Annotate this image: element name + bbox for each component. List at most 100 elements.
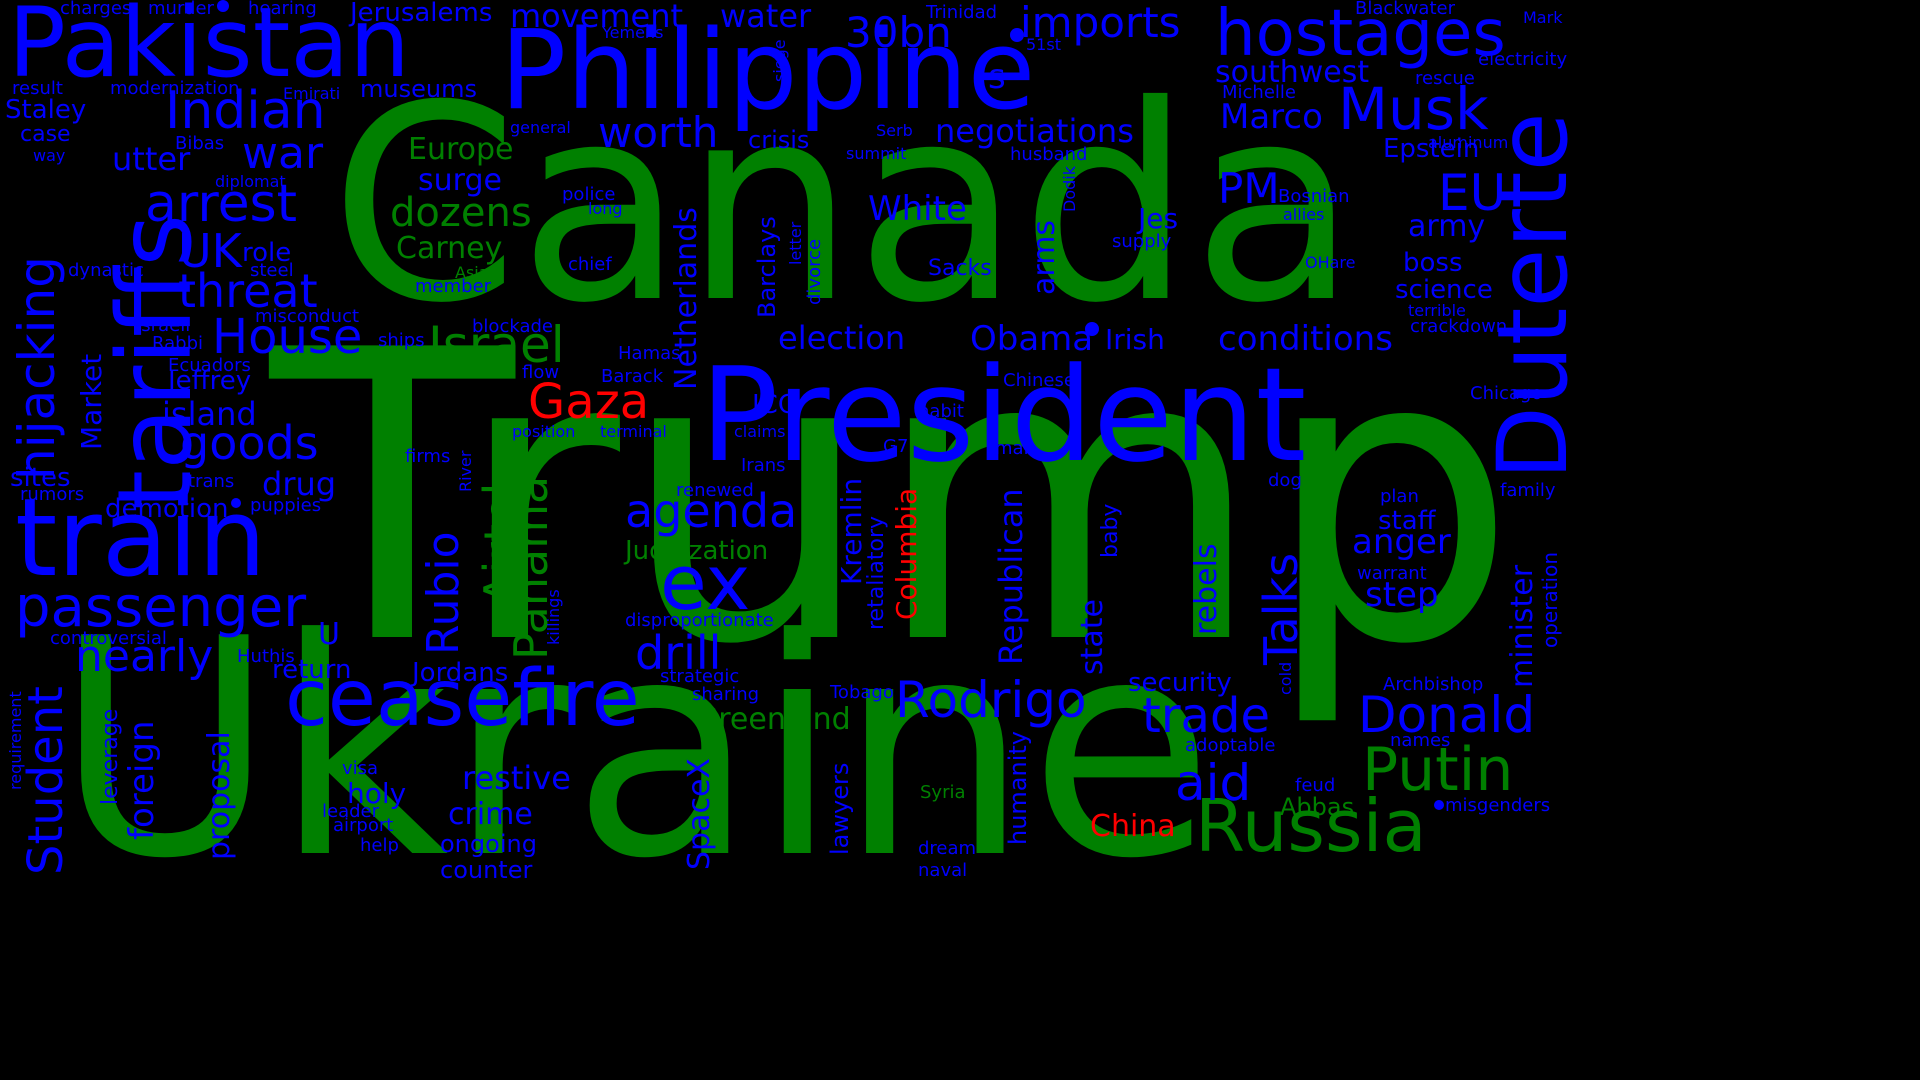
word-eu: EU xyxy=(1438,164,1507,222)
word-irans: Irans xyxy=(741,455,786,476)
word-disproportionate: disproportionate xyxy=(625,610,774,631)
dot-mark-4 xyxy=(217,0,229,12)
word-nearly: nearly xyxy=(75,631,214,682)
dot-mark-5 xyxy=(1434,800,1444,810)
word-misgenders: misgenders xyxy=(1445,795,1551,816)
word-habit: habit xyxy=(918,401,964,422)
word-crisis: crisis xyxy=(748,126,810,154)
word-greenland: Greenland xyxy=(695,702,851,737)
word-holy: holy xyxy=(347,777,407,810)
word-siege: siege xyxy=(770,39,789,82)
word-kremlin: Kremlin xyxy=(835,477,868,585)
word-baby: baby xyxy=(1098,503,1123,558)
word-long: long xyxy=(588,199,623,218)
word-man: man xyxy=(995,438,1035,459)
word-humanity: humanity xyxy=(1004,731,1032,845)
word-minister: minister xyxy=(1505,564,1540,688)
word-husband: husband xyxy=(1010,144,1088,165)
word-jeffrey: Jeffrey xyxy=(168,366,252,396)
word-visa: visa xyxy=(342,758,379,779)
word-river: River xyxy=(456,450,475,492)
word-student: Student xyxy=(18,686,74,875)
word-hijacking: hijacking xyxy=(8,256,66,480)
word-way: way xyxy=(33,146,66,165)
word-jes: Jes xyxy=(1138,202,1179,235)
word-house: House xyxy=(212,309,363,365)
word-member: member xyxy=(415,276,492,297)
word-role: role xyxy=(242,238,292,268)
word-names: names xyxy=(1390,730,1451,751)
word-security: security xyxy=(1128,668,1232,698)
word-gaza: Gaza xyxy=(528,374,650,430)
word-puppies: puppies xyxy=(250,495,322,516)
word-marco: Marco xyxy=(1220,97,1323,137)
word-crime: crime xyxy=(448,797,533,832)
word-modernization: modernization xyxy=(110,78,240,99)
word-blackwater: Blackwater xyxy=(1355,0,1455,19)
word-adoptable: adoptable xyxy=(1185,735,1276,756)
word-arms: arms xyxy=(1027,219,1062,295)
word-bosnian: Bosnian xyxy=(1278,186,1350,207)
word-talks: Talks xyxy=(1254,552,1308,665)
word-arrest: arrest xyxy=(145,174,298,234)
word-irish: Irish xyxy=(1105,323,1165,356)
word-trans: trans xyxy=(188,471,235,492)
word-sacks: Sacks xyxy=(928,256,992,281)
word-utter: utter xyxy=(112,140,191,178)
word-indian: Indian xyxy=(165,81,326,141)
word-serb: Serb xyxy=(876,121,913,140)
word-51st: 51st xyxy=(1026,35,1061,54)
word-spacex: SpaceX xyxy=(682,758,717,870)
word-emirati: Emirati xyxy=(283,84,341,103)
word-terminal: terminal xyxy=(600,422,667,441)
word-water: water xyxy=(720,0,812,35)
word-republican: Republican xyxy=(992,488,1030,665)
word-renewed: renewed xyxy=(676,480,754,501)
word-tobago: Tobago xyxy=(830,682,894,703)
word-ukraine: Ukraine xyxy=(55,575,1214,924)
word-election: election xyxy=(778,319,906,357)
word-return: return xyxy=(272,655,352,685)
word-obama: Obama xyxy=(970,319,1094,359)
word-asia: Asia xyxy=(455,263,489,282)
word-anger: anger xyxy=(1352,522,1451,562)
word-michelle: Michelle xyxy=(1222,82,1296,103)
word-flow: flow xyxy=(522,362,560,383)
word-rodrigo: Rodrigo xyxy=(895,671,1087,729)
word-proposal: proposal xyxy=(202,731,237,860)
word-chief: chief xyxy=(568,254,612,275)
word-chinese: Chinese xyxy=(1003,370,1075,391)
word-diplomat: diplomat xyxy=(215,172,286,191)
word-market: Market xyxy=(75,353,108,450)
word-europe: Europe xyxy=(408,132,514,167)
word-supply: supply xyxy=(1112,231,1172,252)
word-family: family xyxy=(1500,480,1556,501)
dot-mark-3 xyxy=(231,498,241,508)
word-goods: goods xyxy=(180,416,319,470)
word-barclays: Barclays xyxy=(753,216,781,318)
word-conditions: conditions xyxy=(1218,319,1393,359)
word-electricity: electricity xyxy=(1478,49,1568,70)
word-killings: killings xyxy=(544,589,563,645)
word-epstein: Epstein xyxy=(1383,134,1480,164)
word-strategic: strategic xyxy=(660,666,740,687)
word-china: China xyxy=(1090,809,1176,844)
word-warrant: warrant xyxy=(1357,563,1427,584)
word-sharing: sharing xyxy=(692,684,760,705)
word-leverage: leverage xyxy=(98,708,123,805)
word-train: train xyxy=(15,476,267,601)
word-u: U xyxy=(318,617,340,652)
word-negotiations: negotiations xyxy=(935,112,1134,150)
word-sites: sites xyxy=(10,463,71,493)
word-science: science xyxy=(1395,275,1493,305)
word-drill: drill xyxy=(635,626,722,680)
word-worth: worth xyxy=(598,108,719,157)
word-trade: trade xyxy=(1142,688,1270,744)
word-naval: naval xyxy=(918,860,968,881)
word-putin: Putin xyxy=(1362,735,1514,805)
dot-mark-1 xyxy=(1010,28,1024,42)
word-judaization: Judaization xyxy=(625,536,769,566)
word-help: help xyxy=(360,835,399,856)
word-rubio: Rubio xyxy=(418,531,469,655)
word-position: position xyxy=(512,422,576,441)
